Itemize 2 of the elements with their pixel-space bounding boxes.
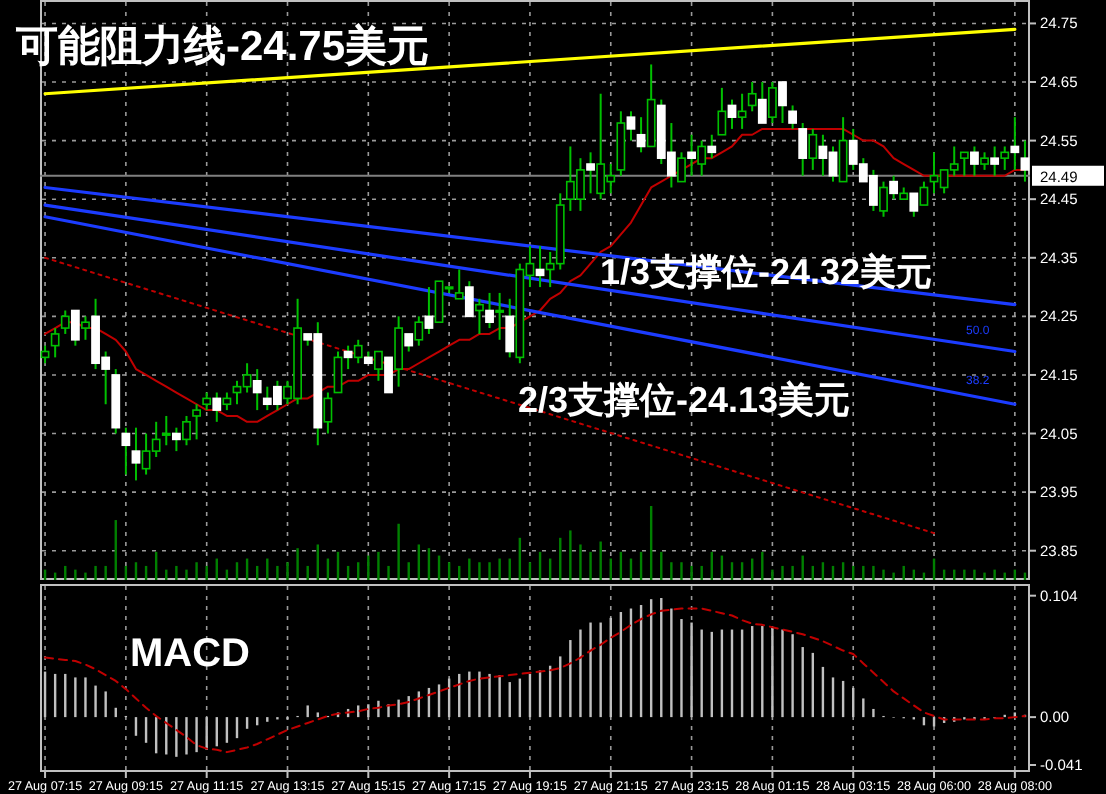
annotation: 2/3支撑位-24.13美元 (518, 380, 851, 420)
text: MACD (130, 632, 250, 676)
